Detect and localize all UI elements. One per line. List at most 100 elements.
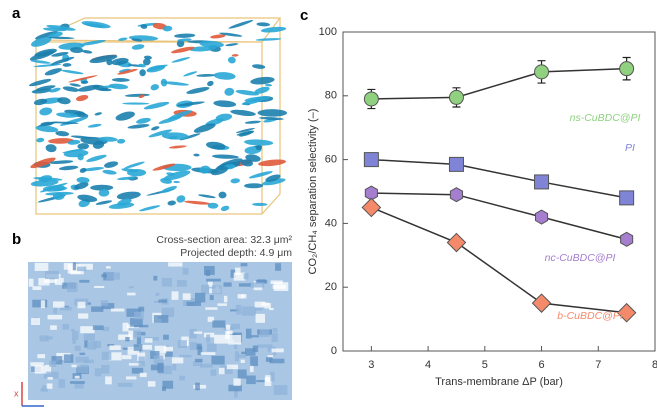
pore — [117, 198, 132, 206]
grain — [79, 352, 86, 355]
series-line — [371, 206, 627, 314]
grain — [76, 266, 87, 272]
grain — [207, 281, 213, 287]
grain — [273, 385, 288, 395]
pore — [77, 194, 98, 202]
pore — [45, 144, 57, 153]
grain — [217, 303, 227, 306]
grain — [54, 277, 64, 285]
pore — [256, 22, 271, 27]
data-marker — [534, 64, 550, 80]
grain — [237, 354, 247, 358]
grain — [210, 369, 217, 376]
pore — [86, 154, 107, 162]
panel-label: c — [300, 7, 308, 24]
pore — [252, 202, 268, 207]
grain — [197, 346, 203, 356]
grain — [252, 345, 259, 353]
grain — [245, 348, 256, 356]
grain — [237, 369, 247, 379]
data-marker — [448, 156, 464, 172]
grain — [110, 308, 125, 312]
grain — [125, 336, 130, 342]
grain — [241, 294, 247, 299]
pore — [177, 38, 192, 42]
pore — [117, 176, 136, 181]
pore — [168, 145, 187, 149]
plot-frame — [342, 31, 656, 352]
pore — [240, 159, 253, 167]
grain — [189, 328, 197, 339]
grain — [171, 291, 179, 300]
pore — [260, 26, 287, 33]
grain — [228, 335, 242, 345]
pore — [39, 182, 68, 193]
grain — [102, 326, 110, 332]
grain — [37, 354, 46, 359]
pore — [31, 36, 52, 47]
grain — [154, 345, 167, 354]
grain — [70, 381, 85, 384]
pore — [193, 123, 216, 133]
pore — [50, 56, 75, 65]
grain — [205, 307, 218, 310]
pore — [198, 194, 216, 199]
pore — [255, 38, 282, 41]
pore — [48, 138, 74, 144]
grain — [83, 333, 95, 341]
pore — [62, 63, 72, 67]
y-tick-label: 100 — [319, 26, 337, 38]
series-line — [371, 192, 627, 241]
pore — [139, 69, 146, 77]
data-marker — [361, 197, 382, 218]
grain — [50, 325, 57, 330]
grain — [162, 386, 166, 392]
data-marker — [616, 302, 637, 323]
grain — [127, 292, 136, 296]
grain — [138, 356, 145, 367]
grain — [46, 383, 53, 389]
info-text: Projected depth: 4.9 μm — [180, 247, 292, 259]
grain — [234, 351, 240, 362]
grain — [271, 333, 278, 342]
grain — [34, 365, 47, 374]
grain — [122, 322, 129, 332]
pore — [162, 25, 173, 32]
grain — [92, 325, 104, 331]
pore — [30, 179, 59, 187]
grain — [32, 299, 48, 308]
grain — [195, 382, 200, 391]
pore — [111, 57, 129, 66]
pore — [143, 101, 170, 110]
series-label: PI — [625, 142, 635, 154]
grain — [76, 364, 89, 373]
pore — [199, 40, 224, 48]
grain — [100, 300, 109, 306]
grain — [74, 375, 80, 379]
grain — [269, 358, 285, 364]
grain — [74, 345, 81, 352]
grain — [136, 336, 142, 345]
data-marker — [363, 91, 379, 107]
grain — [182, 267, 189, 275]
grain — [101, 364, 110, 374]
grain — [84, 340, 88, 348]
pore — [33, 63, 62, 68]
pore — [118, 37, 128, 41]
pore — [80, 80, 89, 84]
pore — [70, 135, 93, 139]
grain — [40, 388, 44, 392]
grain — [77, 301, 86, 309]
panel-label: a — [12, 5, 21, 22]
grain — [127, 346, 140, 355]
grain — [105, 376, 112, 385]
grain — [228, 384, 242, 392]
pore — [36, 137, 45, 143]
grain — [53, 301, 65, 308]
data-marker — [534, 209, 549, 225]
data-marker — [449, 187, 464, 203]
grain — [168, 262, 183, 267]
grain — [147, 381, 156, 387]
grain — [93, 340, 101, 348]
grain — [269, 307, 274, 311]
